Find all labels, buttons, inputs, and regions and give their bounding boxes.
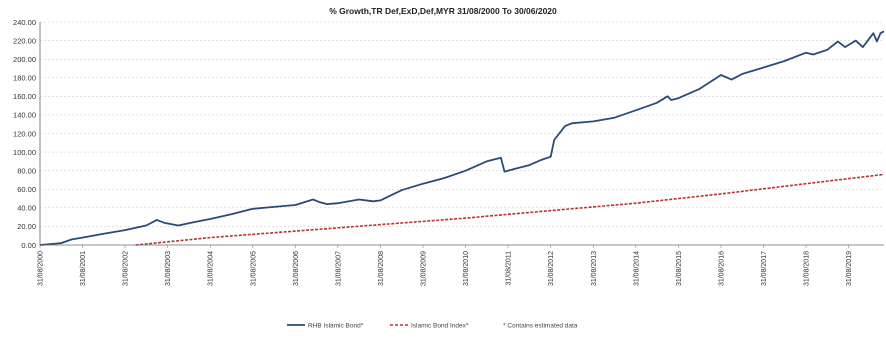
x-tick-label: 31/08/2016 [718,251,725,286]
x-tick-label: 31/08/2003 [165,251,172,286]
x-tick-label: 31/08/2013 [591,251,598,286]
y-tick-label: 0.00 [21,241,36,250]
legend-footnote: * Contains estimated data [503,323,578,330]
x-tick-label: 31/08/2004 [208,251,215,286]
x-tick-label: 31/08/2015 [676,251,683,286]
x-tick-label: 31/08/2006 [293,251,300,286]
y-tick-label: 40.00 [17,204,36,213]
chart-title: % Growth,TR Def,ExD,Def,MYR 31/08/2000 T… [329,6,557,16]
series-line-islamic-bond-index [135,173,885,246]
x-tick-label: 31/08/2007 [335,251,342,286]
y-tick-label: 60.00 [17,185,36,194]
y-tick-label: 120.00 [13,129,36,138]
legend-label-islamic-bond-index: Islamic Bond Index* [411,323,469,330]
x-tick-label: 31/08/2012 [548,251,555,286]
y-tick-label: 20.00 [17,222,36,231]
x-tick-label: 31/08/2019 [846,251,853,286]
x-tick-label: 31/08/2008 [378,251,385,286]
x-tick-label: 31/08/2014 [633,251,640,286]
x-tick-label: 31/08/2001 [80,251,87,286]
y-tick-label: 180.00 [13,74,36,83]
y-tick-label: 160.00 [13,92,36,101]
x-tick-label: 31/08/2005 [250,251,257,286]
x-tick-label: 31/08/2011 [506,251,513,286]
y-tick-label: 80.00 [17,166,36,175]
x-tick-label: 31/08/2010 [463,251,470,286]
x-axis-ticks: 31/08/2000 31/08/2001 31/08/2002 31/08/2003… [38,245,853,286]
legend: RHB Islamic Bond* Islamic Bond Index* * … [287,323,578,330]
gridlines [40,21,884,227]
y-tick-label: 100.00 [13,148,36,157]
y-tick-label: 140.00 [13,111,36,120]
x-tick-label: 31/08/2000 [38,251,45,286]
y-tick-label: 220.00 [13,36,36,45]
axes [39,22,884,246]
series-line-rhb-islamic-bond [39,30,885,246]
y-tick-label: 200.00 [13,55,36,64]
x-tick-label: 31/08/2017 [761,251,768,286]
x-tick-label: 31/08/2018 [804,251,811,286]
x-tick-label: 31/08/2009 [421,251,428,286]
series-lines [39,30,885,246]
legend-label-rhb-islamic-bond: RHB Islamic Bond* [308,323,364,330]
y-tick-label: 240.00 [13,18,36,27]
x-tick-label: 31/08/2002 [123,251,130,286]
y-axis-ticks: 0.00 20.00 40.00 60.00 80.00 100.00 120.00 140.… [13,18,36,250]
